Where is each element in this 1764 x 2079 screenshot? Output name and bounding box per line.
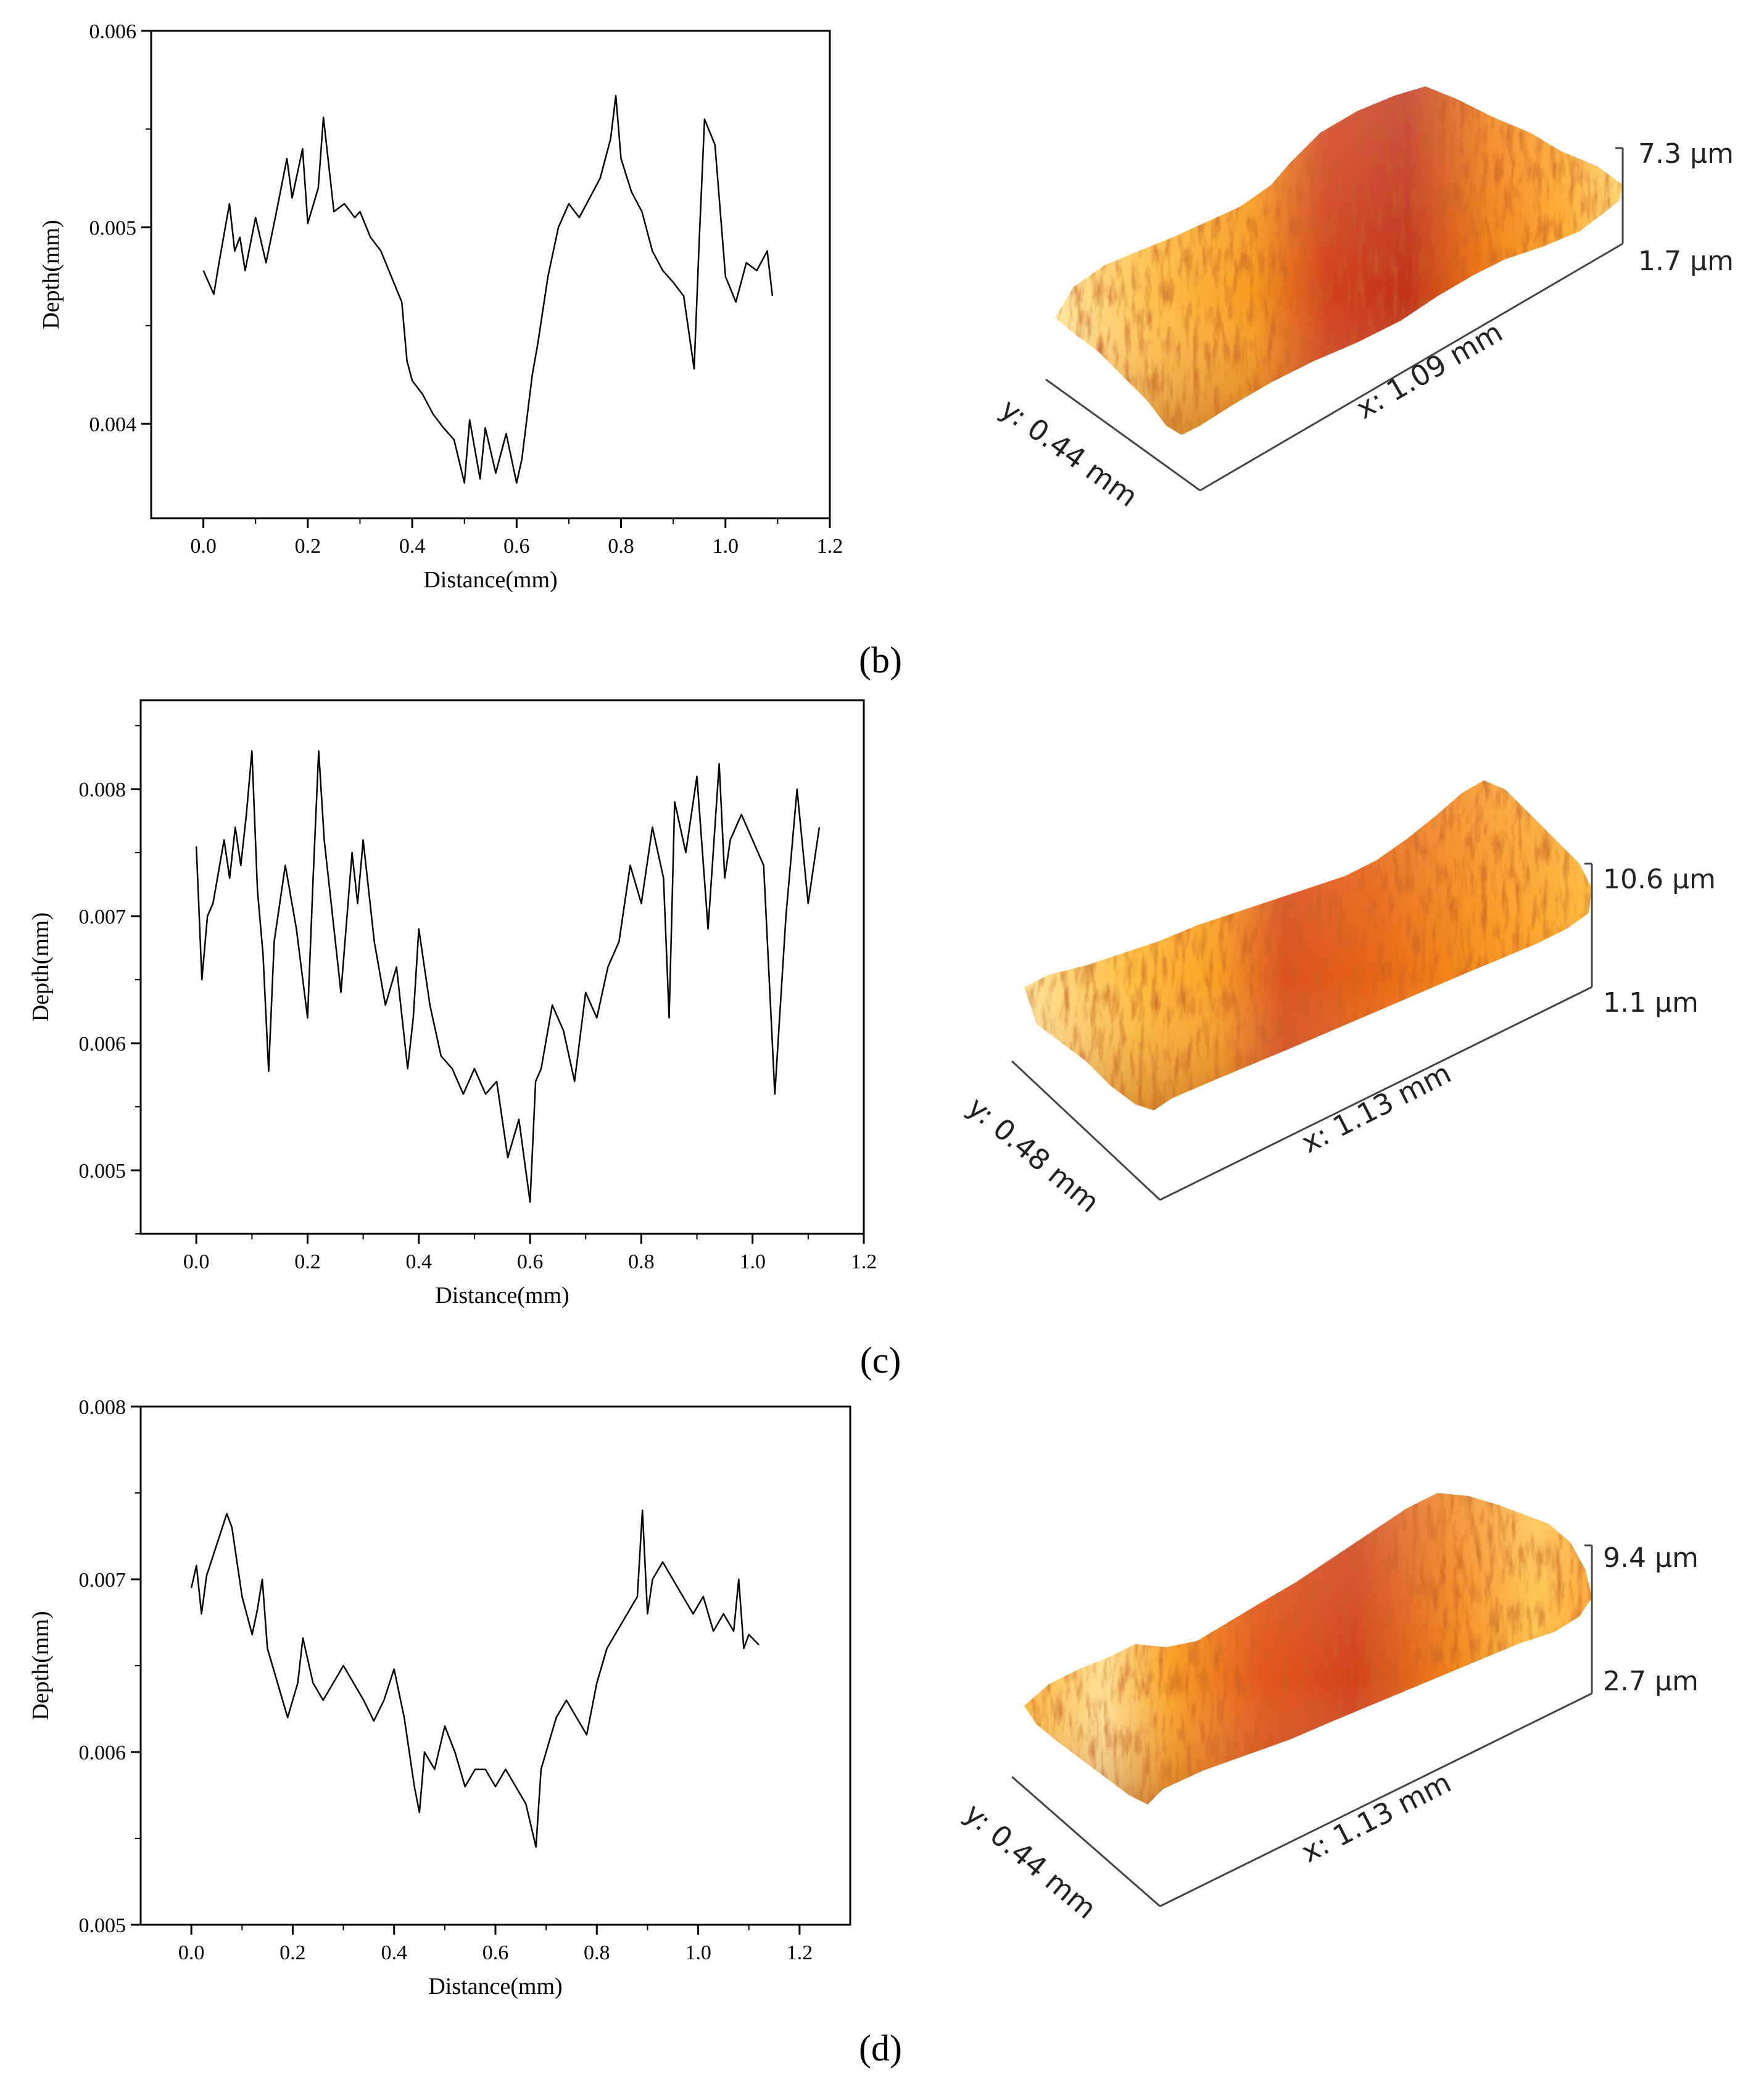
surface-3d-d: 9.4 µm 2.7 µm x: 1.13 mm y: 0.44 mm — [958, 1493, 1699, 1925]
profile-line-b — [202, 94, 774, 484]
y-axis-line-c — [1011, 1060, 1161, 1201]
x-axis-line-c — [1159, 986, 1592, 1201]
x-tick-label-b: 0.0 — [190, 535, 217, 558]
x-tick-label-b: 1.0 — [713, 535, 739, 558]
x-tick-label-c: 0.2 — [294, 1250, 321, 1273]
y-tick-label-d: 0.006 — [79, 1742, 126, 1764]
x-tick-label-d: 0.0 — [178, 1941, 205, 1964]
x-axis-label-d: x: 1.13 mm — [1296, 1766, 1456, 1869]
x-tick-label-d: 0.4 — [381, 1941, 407, 1964]
x-tick-label-d: 1.0 — [685, 1941, 711, 1964]
profile-chart-c: 0.0 0.2 0.4 0.6 0.8 1.0 1.2 0.005 0.006 0.007 0.00… — [28, 699, 877, 1308]
y-tick-label-b: 0.006 — [89, 20, 137, 43]
surface-axes-b — [1045, 147, 1624, 492]
plot-frame-b — [150, 30, 831, 519]
x-axis-line-d — [1159, 1692, 1592, 1907]
surface-axes-d — [1011, 1544, 1593, 1907]
x-tick-label-b: 1.2 — [817, 535, 843, 558]
panel-b: 0.0 0.2 0.4 0.6 0.8 1.0 1.2 0.004 0.005 0.006 Dist… — [38, 20, 1734, 680]
profile-chart-b: 0.0 0.2 0.4 0.6 0.8 1.0 1.2 0.004 0.005 0.006 Dist… — [38, 20, 843, 593]
x-tick-label-d: 0.6 — [482, 1941, 509, 1964]
x-axis-line-b — [1199, 242, 1623, 492]
y-tick-label-b: 0.004 — [89, 413, 137, 436]
x-tick-label-c: 0.8 — [628, 1250, 655, 1273]
x-axis-title-c: Distance(mm) — [435, 1283, 569, 1308]
surface-texture-c — [1024, 780, 1592, 1110]
y-axis-title-c: Depth(mm) — [28, 912, 54, 1022]
surface-3d-b: 7.3 µm 1.7 µm x: 1.09 mm y: 0.44 mm — [995, 86, 1734, 513]
y-tick-label-c: 0.006 — [79, 1033, 126, 1056]
x-tick-label-b: 0.6 — [503, 535, 530, 558]
panel-d: 0.0 0.2 0.4 0.6 0.8 1.0 1.2 0.005 0.006 0.007 0.00… — [28, 1396, 1699, 2069]
z-top-label-b: 7.3 µm — [1638, 138, 1734, 170]
z-bottom-label-d: 2.7 µm — [1603, 1666, 1699, 1697]
profile-line-c — [195, 750, 821, 1203]
x-tick-label-b: 0.2 — [295, 535, 321, 558]
z-top-label-c: 10.6 µm — [1603, 864, 1716, 895]
x-tick-label-c: 0.4 — [406, 1250, 433, 1273]
plot-frame-c — [139, 699, 865, 1235]
y-axis-label-c: y: 0.48 mm — [961, 1090, 1106, 1219]
x-axis-label-c: x: 1.13 mm — [1296, 1056, 1456, 1160]
z-top-label-d: 9.4 µm — [1603, 1542, 1699, 1574]
profile-chart-d: 0.0 0.2 0.4 0.6 0.8 1.0 1.2 0.005 0.006 0.007 0.00… — [28, 1396, 851, 1999]
y-axis-label-d: y: 0.44 mm — [958, 1796, 1103, 1925]
panel-caption-c: (c) — [860, 1340, 901, 1381]
panel-c: 0.0 0.2 0.4 0.6 0.8 1.0 1.2 0.005 0.006 0.007 0.00… — [28, 699, 1716, 1381]
y-tick-label-c: 0.007 — [79, 906, 126, 928]
panel-caption-b: (b) — [859, 640, 902, 680]
z-bottom-label-b: 1.7 µm — [1638, 246, 1734, 277]
y-tick-label-d: 0.005 — [79, 1914, 126, 1937]
y-axis-title-b: Depth(mm) — [38, 220, 64, 329]
x-tick-label-d: 1.2 — [787, 1941, 813, 1964]
y-axis-label-b: y: 0.44 mm — [995, 392, 1145, 513]
z-bottom-label-c: 1.1 µm — [1603, 987, 1699, 1019]
y-tick-label-b: 0.005 — [89, 217, 137, 240]
profile-line-d — [190, 1509, 760, 1848]
plot-frame-d — [139, 1405, 851, 1926]
surface-axes-c — [1011, 862, 1593, 1201]
x-tick-label-d: 0.8 — [584, 1941, 610, 1964]
y-tick-label-d: 0.008 — [79, 1396, 126, 1419]
x-tick-label-c: 1.2 — [851, 1250, 877, 1273]
x-tick-label-c: 1.0 — [739, 1250, 766, 1273]
surface-3d-c: 10.6 µm 1.1 µm x: 1.13 mm y: 0.48 mm — [961, 780, 1716, 1219]
x-axis-title-d: Distance(mm) — [428, 1974, 562, 1999]
y-axis-line-b — [1045, 378, 1201, 492]
surface-texture-d — [1024, 1493, 1592, 1804]
x-tick-label-d: 0.2 — [280, 1941, 306, 1964]
y-axis-title-d: Depth(mm) — [28, 1611, 54, 1720]
x-tick-label-c: 0.6 — [517, 1250, 544, 1273]
x-axis-title-b: Distance(mm) — [423, 567, 557, 593]
y-tick-label-d: 0.007 — [79, 1569, 126, 1592]
x-tick-label-b: 0.4 — [399, 535, 426, 558]
y-tick-label-c: 0.005 — [79, 1160, 126, 1183]
surface-texture-b — [1055, 86, 1623, 435]
x-tick-label-c: 0.0 — [183, 1250, 210, 1273]
y-tick-label-c: 0.008 — [79, 779, 126, 801]
panel-caption-d: (d) — [859, 2028, 902, 2069]
x-tick-label-b: 0.8 — [608, 535, 634, 558]
y-axis-line-d — [1011, 1775, 1161, 1907]
